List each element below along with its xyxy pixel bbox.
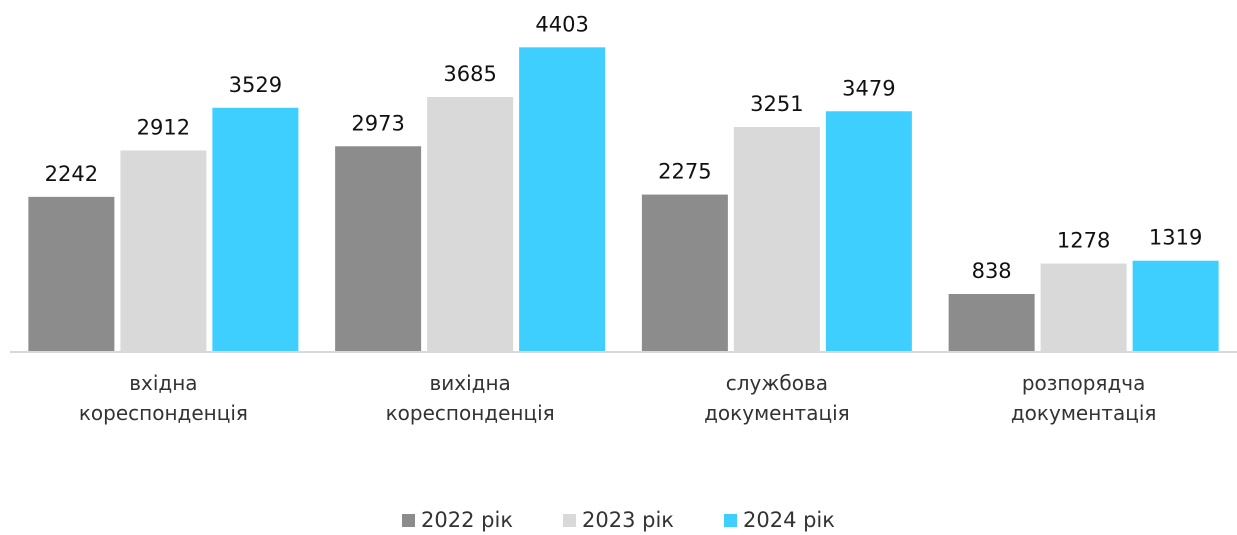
legend-label: 2022 рік bbox=[421, 508, 514, 532]
data-label: 1319 bbox=[1149, 226, 1202, 250]
bar bbox=[1040, 263, 1127, 352]
legend-swatch bbox=[563, 513, 577, 527]
bar bbox=[212, 107, 299, 352]
x-tick-label: вхідна кореспонденція bbox=[78, 371, 248, 425]
legend-item: 2022 рік bbox=[402, 508, 513, 532]
legend-swatch bbox=[723, 513, 737, 527]
data-label: 1278 bbox=[1057, 229, 1110, 253]
data-label: 2912 bbox=[137, 115, 190, 139]
legend-label: 2023 рік bbox=[582, 508, 674, 532]
legend-item: 2024 рік bbox=[723, 508, 835, 532]
bar bbox=[519, 47, 606, 352]
data-label: 2275 bbox=[658, 160, 711, 184]
bar bbox=[28, 196, 115, 352]
legend-swatch bbox=[402, 513, 416, 527]
data-label: 838 bbox=[972, 259, 1012, 283]
legend-item: 2023 рік bbox=[563, 508, 674, 532]
bar bbox=[120, 150, 207, 352]
data-label: 3251 bbox=[750, 92, 803, 116]
bar bbox=[641, 194, 728, 352]
data-label: 3529 bbox=[229, 73, 282, 97]
bar bbox=[335, 146, 422, 352]
bar bbox=[825, 111, 912, 352]
bar bbox=[733, 127, 820, 353]
data-label: 2242 bbox=[45, 162, 98, 186]
x-tick-label: вихідна кореспонденція bbox=[385, 371, 555, 425]
data-label: 3685 bbox=[443, 62, 496, 86]
x-tick-label: розпорядча документація bbox=[1010, 371, 1157, 425]
legend: 2022 рік 2023 рік 2024 рік bbox=[0, 508, 1237, 532]
data-label: 3479 bbox=[842, 76, 895, 100]
bar bbox=[948, 294, 1035, 352]
bar bbox=[427, 96, 514, 352]
data-label: 2973 bbox=[351, 111, 404, 135]
bar bbox=[1132, 260, 1219, 352]
x-tick-label: службова документація bbox=[704, 371, 850, 425]
legend-label: 2024 рік bbox=[742, 508, 835, 532]
data-label: 4403 bbox=[535, 12, 588, 36]
